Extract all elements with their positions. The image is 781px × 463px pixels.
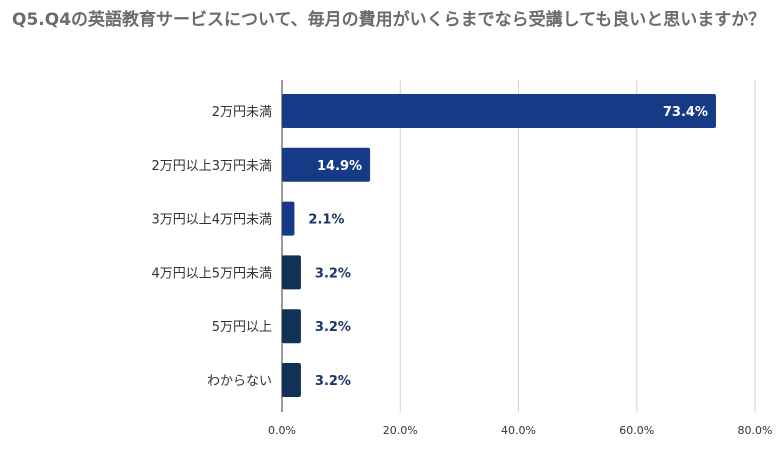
- category-label: 2万円未満: [212, 105, 272, 120]
- category-label: 2万円以上3万円未満: [151, 159, 272, 174]
- category-label: 3万円以上4万円未満: [151, 213, 272, 228]
- category-label: 4万円以上5万円未満: [151, 266, 272, 281]
- x-tick-label: 40.0%: [501, 424, 536, 437]
- category-label: わからない: [207, 374, 272, 389]
- x-axis-tick-labels: 0.0% 20.0% 40.0% 60.0% 80.0%: [268, 424, 772, 437]
- x-tick-label: 0.0%: [268, 424, 296, 437]
- bar: [282, 309, 301, 344]
- bars: [282, 94, 716, 397]
- bar: [282, 255, 301, 290]
- value-labels: 73.4% 14.9% 2.1% 3.2% 3.2% 3.2%: [308, 105, 708, 389]
- category-labels: 2万円未満 2万円以上3万円未満 3万円以上4万円未満 4万円以上5万円未満 5万円以上…: [151, 105, 272, 389]
- bar: [282, 147, 371, 182]
- bar: [282, 201, 295, 236]
- bar: [282, 363, 301, 397]
- x-tick-label: 60.0%: [619, 424, 654, 437]
- value-label: 3.2%: [315, 266, 351, 281]
- value-label: 3.2%: [315, 374, 351, 389]
- value-label: 3.2%: [315, 320, 351, 335]
- x-tick-label: 80.0%: [738, 424, 773, 437]
- category-label: 5万円以上: [212, 320, 272, 335]
- value-label: 2.1%: [308, 213, 344, 228]
- chart-title: Q5.Q4の英語教育サービスについて、毎月の費用がいくらまでなら受講しても良いと…: [12, 10, 766, 30]
- grid-lines: [281, 80, 756, 412]
- value-label: 14.9%: [317, 159, 362, 174]
- x-tick-label: 20.0%: [383, 424, 418, 437]
- value-label: 73.4%: [663, 105, 708, 120]
- bar: [282, 94, 716, 128]
